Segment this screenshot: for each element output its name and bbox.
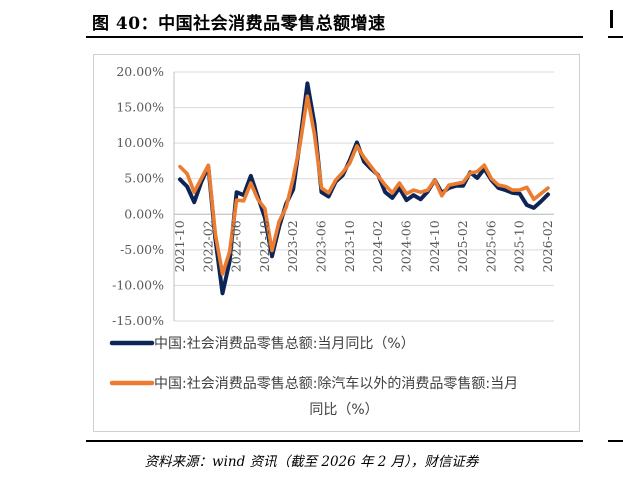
adjacent-figure-edge [610, 10, 613, 28]
source-note: 资料来源：wind 资讯（截至 2026 年 2 月），财信证券 [144, 454, 479, 470]
x-tick-label: 2025-02 [455, 220, 470, 272]
legend-label-2: 中国:社会消费品零售总额:除汽车以外的消费品零售额:当月 [154, 375, 518, 392]
x-tick-label: 2025-10 [512, 220, 527, 272]
x-tick-label: 2022-06 [229, 220, 244, 272]
legend-label-2: 同比（%） [309, 402, 378, 418]
y-tick-label: -10.00% [112, 277, 164, 292]
y-tick-label: -15.00% [112, 313, 164, 328]
figure-title: 图 40：中国社会消费品零售总额增速 [92, 14, 386, 34]
y-tick-label: 5.00% [124, 171, 164, 186]
x-tick-label: 2023-10 [342, 220, 357, 272]
x-tick-label: 2023-06 [314, 220, 329, 272]
y-tick-label: 10.00% [116, 135, 164, 150]
source-rule [86, 440, 583, 442]
x-tick-label: 2024-02 [370, 220, 385, 272]
x-tick-label: 2025-06 [483, 220, 498, 272]
y-tick-label: 0.00% [124, 206, 164, 221]
adjacent-rule-top [608, 36, 623, 38]
chart-frame: 20.00% 15.00% 10.00% 5.00% 0.00% -5.00% -10.00… [93, 54, 580, 432]
y-tick-label: 15.00% [116, 100, 164, 115]
y-tick-label: 20.00% [116, 64, 164, 79]
x-tick-label: 2024-06 [398, 220, 413, 272]
x-tick-label: 2022-02 [200, 220, 215, 272]
title-rule [86, 36, 583, 38]
series-line-2 [178, 94, 550, 276]
x-tick-label: 2024-10 [427, 220, 442, 272]
x-tick-label: 2021-10 [172, 220, 187, 272]
line-chart: 20.00% 15.00% 10.00% 5.00% 0.00% -5.00% -10.00… [109, 64, 555, 418]
x-tick-label: 2026-02 [540, 220, 555, 272]
adjacent-rule-bottom [608, 440, 623, 442]
x-tick-label: 2023-02 [285, 220, 300, 272]
legend-label-1: 中国:社会消费品零售总额:当月同比（%） [154, 336, 415, 352]
x-tick-label: 2022-10 [257, 220, 272, 272]
y-tick-label: -5.00% [120, 242, 164, 257]
